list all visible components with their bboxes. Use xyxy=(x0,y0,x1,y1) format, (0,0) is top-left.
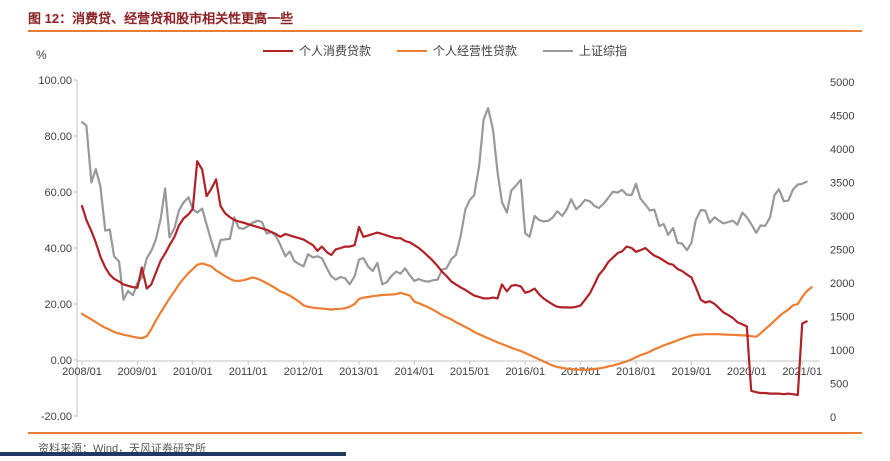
x-axis-tick-label: 2014/01 xyxy=(395,366,435,378)
right-axis-tick-label: 0 xyxy=(830,412,836,424)
left-axis-tick-label: 20.00 xyxy=(44,299,72,311)
series-line-上证综指 xyxy=(80,106,808,301)
legend-line-swatch xyxy=(543,49,573,52)
title-divider-rule xyxy=(28,30,862,32)
x-axis-tick-label: 2010/01 xyxy=(173,366,213,378)
chart-legend: 个人消费贷款 个人经营性贷款 上证综指 xyxy=(0,42,890,59)
x-axis-tick-label: 2016/01 xyxy=(505,366,545,378)
legend-label: 上证综指 xyxy=(579,44,628,58)
left-axis-tick-label: 80.00 xyxy=(44,131,72,143)
left-axis-tick-label: -20.00 xyxy=(41,411,72,423)
source-divider-rule xyxy=(28,432,862,434)
right-axis-tick-label: 4000 xyxy=(830,144,854,156)
figure-title: 图 12：消费贷、经营贷和股市相关性更高一些 xyxy=(28,11,294,26)
series-line-个人消费贷款 xyxy=(80,160,808,397)
x-axis-tick-label: 2011/01 xyxy=(229,366,268,378)
legend-label: 个人消费贷款 xyxy=(298,44,371,58)
x-axis-tick-label: 2015/01 xyxy=(450,366,490,378)
legend-line-swatch xyxy=(396,49,427,52)
x-axis-tick-label: 2018/01 xyxy=(616,366,656,378)
page-footer-bar xyxy=(0,452,346,456)
left-axis-tick-label: 40.00 xyxy=(44,243,72,255)
right-axis-tick-label: 500 xyxy=(830,379,848,391)
left-axis-tick-label: 60.00 xyxy=(44,187,72,199)
x-axis-tick-label: 2020/01 xyxy=(727,366,767,378)
series-line-个人经营性贷款 xyxy=(80,262,813,371)
legend-item: 个人经营性贷款 xyxy=(396,42,517,59)
legend-label: 个人经营性贷款 xyxy=(432,44,517,58)
axes: 100.0080.0060.0040.0020.000.00-20.005000… xyxy=(38,75,854,424)
x-axis-tick-label: 2013/01 xyxy=(339,366,379,378)
right-axis-tick-label: 5000 xyxy=(830,77,854,89)
left-axis-tick-label: 100.00 xyxy=(38,75,72,87)
legend-item: 上证综指 xyxy=(543,42,627,59)
right-axis-tick-label: 2500 xyxy=(830,245,854,257)
right-axis-tick-label: 4500 xyxy=(830,111,854,123)
x-axis-tick-label: 2012/01 xyxy=(284,366,324,378)
right-axis-tick-label: 1000 xyxy=(830,345,854,357)
left-axis-tick-label: 0.00 xyxy=(51,355,72,367)
legend-item: 个人消费贷款 xyxy=(262,42,371,59)
left-axis-unit-label: % xyxy=(36,48,47,62)
x-axis-tick-label: 2009/01 xyxy=(118,366,158,378)
x-axis-tick-label: 2021/01 xyxy=(782,366,822,378)
legend-line-swatch xyxy=(262,49,293,52)
x-axis-tick-label: 2008/01 xyxy=(62,366,102,378)
right-axis-tick-label: 2000 xyxy=(830,278,854,290)
right-axis-tick-label: 3000 xyxy=(830,211,854,223)
right-axis-tick-label: 3500 xyxy=(830,178,854,190)
right-axis-tick-label: 1500 xyxy=(830,312,854,324)
x-axis-tick-label: 2019/01 xyxy=(672,366,712,378)
